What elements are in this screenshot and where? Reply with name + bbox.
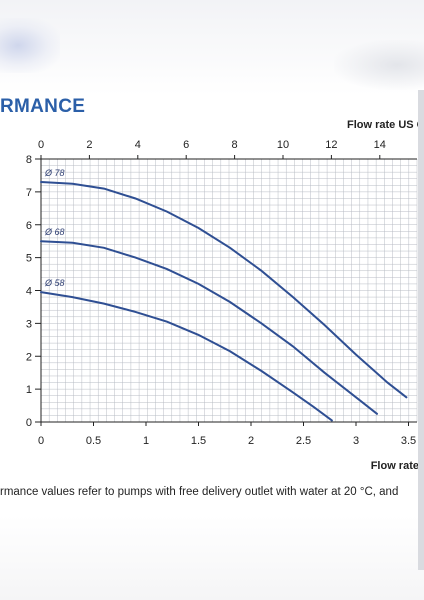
x2-tick-label: 8 [232,139,238,151]
x2-axis-title: Flow rate US G [347,119,424,131]
x-axis-title: Flow rate [371,460,419,472]
series-label: Ø 78 [44,168,65,178]
section-heading: RMANCE [0,96,86,117]
x2-tick-label: 6 [183,139,189,151]
y-tick-label: 8 [26,154,32,166]
series-label: Ø 68 [44,227,65,237]
x2-tick-label: 12 [325,139,337,151]
page-edge [418,90,424,570]
y-tick-label: 3 [26,318,32,330]
x-tick-label: 0 [38,435,44,447]
y-tick-label: 1 [26,384,32,396]
x-tick-label: 0.5 [86,435,101,447]
series-line [40,181,408,399]
x2-tick-label: 10 [277,139,289,151]
x-tick-label: 3.5 [401,435,416,447]
series-line [40,291,333,422]
x2-tick-label: 0 [38,139,44,151]
x-tick-label: 2 [248,435,254,447]
series-line [40,240,378,415]
y-tick-label: 5 [26,253,32,265]
x-tick-label: 3 [353,435,359,447]
blurred-background-bottom [0,515,424,600]
series-label: Ø 58 [44,278,65,288]
blur-smudge [334,40,424,90]
blur-smudge [0,18,60,73]
y-tick-label: 6 [26,220,32,232]
x-tick-label: 1 [143,435,149,447]
x2-tick-label: 4 [135,139,141,151]
pump-performance-chart: 01234567800.511.522.533.50246810121416Fl… [26,119,424,472]
y-tick-label: 7 [26,187,32,199]
blurred-background-top [0,0,424,95]
x-tick-label: 2.5 [296,435,311,447]
footnote: rmance values refer to pumps with free d… [0,486,399,498]
x2-tick-label: 2 [86,139,92,151]
x2-tick-label: 14 [374,139,386,151]
y-tick-label: 2 [26,351,32,363]
x-tick-label: 1.5 [191,435,206,447]
y-tick-label: 4 [26,286,32,298]
y-tick-label: 0 [26,417,32,429]
